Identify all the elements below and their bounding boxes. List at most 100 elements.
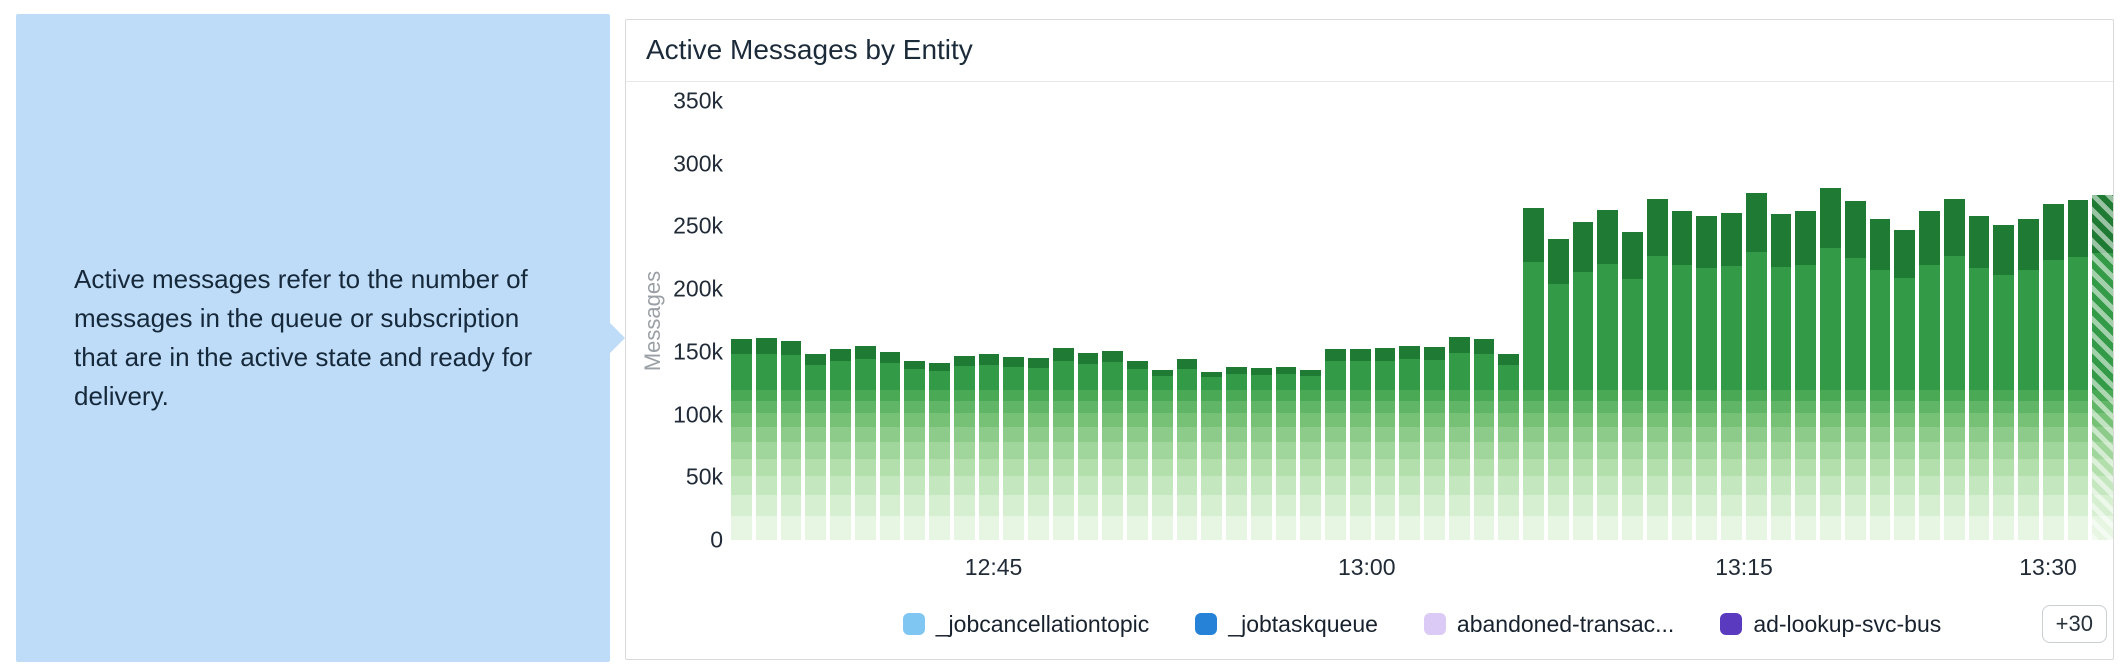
bar[interactable] [1572,221,1594,540]
bar[interactable] [1052,348,1074,540]
bar[interactable] [2067,200,2089,540]
bar[interactable] [1325,349,1346,540]
bar[interactable] [1671,211,1693,540]
bar-segment [1003,516,1024,540]
bar-segment [830,494,851,517]
bar[interactable] [1547,239,1569,540]
bar-segment [953,365,975,390]
bar[interactable] [1127,360,1148,540]
bar[interactable] [1498,354,1519,540]
bar[interactable] [1869,218,1891,540]
bar-segment [1052,494,1074,517]
bar[interactable] [1473,339,1495,540]
bar-segment [2018,476,2039,495]
bar-segment [1003,476,1024,495]
bar-segment [1424,494,1445,517]
bar-segment [1349,442,1371,459]
bar[interactable] [978,354,1000,540]
bar[interactable] [1424,346,1445,540]
bar[interactable] [1622,231,1643,540]
bar[interactable] [1151,369,1173,540]
bar-segment [2067,442,2089,459]
bar-segment [1399,516,1420,540]
bar-segment [731,476,752,495]
bar[interactable] [1374,348,1396,540]
bar[interactable] [1721,212,1742,540]
bar-segment [953,355,975,366]
bar-segment [2092,253,2113,390]
bar-segment [1523,427,1544,443]
legend-more-button[interactable]: +30 [2041,605,2107,643]
bar[interactable] [1844,201,1866,540]
bar[interactable] [1077,353,1099,540]
bar[interactable] [1943,198,1965,540]
plot-area[interactable] [731,101,2113,540]
bar[interactable] [1597,210,1618,540]
bar-segment [2092,458,2113,477]
bar-segment [879,400,901,414]
bar-segment [731,458,752,477]
bar[interactable] [755,338,777,540]
bar[interactable] [1448,336,1470,540]
bar-segment [830,427,851,443]
bar-segment [2042,400,2064,414]
bar[interactable] [1349,349,1371,540]
bar[interactable] [731,339,752,540]
legend-item[interactable]: _jobtaskqueue [1195,611,1378,638]
bar[interactable] [2042,203,2064,540]
bar[interactable] [1646,198,1668,540]
bar[interactable] [854,345,876,540]
bar[interactable] [2018,218,2039,540]
bar[interactable] [1523,207,1544,540]
bar[interactable] [1820,187,1841,540]
bar-segment [805,413,826,428]
bar-segment [1844,257,1866,390]
bar[interactable] [1894,230,1915,540]
bar[interactable] [1201,372,1222,540]
bar[interactable] [830,349,851,540]
bar[interactable] [904,360,925,540]
bar-segment [2092,400,2113,414]
bar[interactable] [1696,216,1717,540]
bar[interactable] [1028,358,1049,540]
bar[interactable] [1275,367,1297,540]
bar[interactable] [1176,359,1198,540]
bar-segment [1399,358,1420,390]
bar-segment [929,516,950,540]
bar[interactable] [805,354,826,540]
bar[interactable] [1003,356,1024,540]
bar[interactable] [953,355,975,540]
bar-segment [1448,389,1470,401]
bar[interactable] [1102,350,1123,540]
bar[interactable] [1993,225,2014,540]
legend-item[interactable]: abandoned-transac... [1423,611,1674,638]
bar[interactable] [1399,345,1420,540]
bar[interactable] [780,340,802,540]
legend-color-chip [1423,613,1446,635]
bar-segment [1745,400,1767,414]
bar[interactable] [1795,211,1816,540]
bar[interactable] [879,351,901,540]
bar[interactable] [1770,213,1792,540]
bar-segment [1993,476,2014,495]
bar[interactable] [1919,211,1940,540]
bar-segment [1473,476,1495,495]
bar-segment [879,389,901,401]
bar[interactable] [1250,368,1272,540]
bar[interactable] [1968,216,1990,540]
bar[interactable] [2092,195,2113,540]
bar-segment [755,494,777,517]
bar-segment [904,413,925,428]
bar-segment [1250,516,1272,540]
bar-segment [1374,400,1396,414]
bar-segment [1523,476,1544,495]
bar[interactable] [929,363,950,540]
bar-segment [1275,413,1297,428]
bar-segment [1448,516,1470,540]
legend-item[interactable]: _jobcancellationtopic [902,611,1149,638]
bar-segment [1151,476,1173,495]
legend-item[interactable]: ad-lookup-svc-bus [1720,611,1941,638]
bar[interactable] [1745,192,1767,540]
bar[interactable] [1300,369,1321,540]
bar[interactable] [1226,367,1247,540]
